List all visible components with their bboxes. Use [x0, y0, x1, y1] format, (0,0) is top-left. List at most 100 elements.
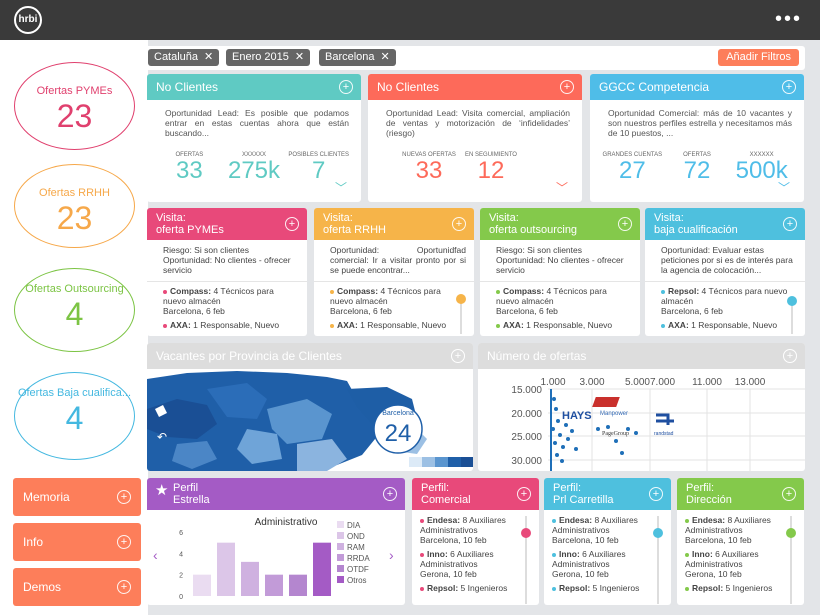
more-menu-icon[interactable]: ••• [774, 8, 802, 30]
chevron-right-icon[interactable]: › [389, 547, 394, 563]
close-icon[interactable]: ✕ [204, 51, 214, 63]
close-icon[interactable]: ✕ [294, 51, 305, 63]
y-tick-label: 30.000 [511, 456, 542, 467]
bullet-icon [552, 552, 556, 557]
bar-rrda[interactable] [265, 574, 283, 596]
scatter-plot[interactable]: 1.000 3.000 5.0007.000 11.000 13.000 15.… [478, 369, 805, 471]
plus-icon[interactable]: + [783, 349, 797, 363]
metric: OFERTAS 72 [665, 152, 730, 184]
bullet-icon [420, 586, 424, 591]
entry-text: 8 Auxiliares Administrativos [420, 515, 506, 535]
memoria-button[interactable]: Memoria + [13, 478, 141, 516]
bar-ram[interactable] [241, 561, 259, 596]
list-item[interactable]: AXA: 1 Responsable, Nuevo [661, 320, 789, 330]
bar-otdf[interactable] [289, 574, 307, 596]
plus-icon[interactable]: + [339, 80, 353, 94]
list-item[interactable]: Repsol: 5 Ingenieros [685, 583, 790, 593]
legend-label: RRDA [347, 554, 370, 563]
legend-label: OND [347, 532, 365, 541]
filter-chip[interactable]: Cataluña ✕ [148, 49, 220, 66]
bar-dia[interactable] [193, 574, 211, 596]
chevron-left-icon[interactable]: ‹ [153, 547, 158, 563]
chevron-down-icon[interactable]: ﹀ [334, 181, 347, 195]
bullet-icon [685, 518, 689, 523]
list-item[interactable]: AXA: 1 Responsable, Nuevo [163, 320, 291, 330]
company-name: Repsol: [427, 583, 459, 593]
legend-swatch [337, 543, 344, 550]
bar-otros[interactable] [313, 542, 331, 596]
list-item[interactable]: AXA: 1 Responsable, Nuevo [330, 320, 458, 330]
list-item[interactable]: Endesa: 8 Auxiliares Administrativos Barc… [420, 515, 525, 545]
bullet-icon [661, 289, 665, 294]
chevron-down-icon[interactable]: ﹀ [555, 181, 568, 195]
scroll-knob[interactable] [786, 528, 796, 538]
plus-icon[interactable]: + [782, 487, 796, 501]
plus-icon[interactable]: + [451, 349, 465, 363]
scrollbar[interactable] [791, 298, 793, 334]
visit-card-outsourcing: Visita: oferta outsourcing + Riesgo: Si so… [480, 208, 640, 336]
filter-chip[interactable]: Enero 2015 ✕ [226, 49, 311, 66]
profile-estrella-chart: ★ Perfil Estrella + ‹ › Administrativo 6… [147, 478, 405, 605]
plus-icon[interactable]: + [560, 80, 574, 94]
card-title-line2: Prl Carretilla [553, 494, 614, 506]
scrollbar[interactable] [657, 516, 659, 604]
risk-line: Oportunidad: Oportunidfad comercial: Ir … [330, 245, 466, 275]
stat-baja-cualificacion[interactable]: Ofertas Baja cualifica... 4 [14, 372, 135, 460]
entry-text: 1 Responsable, Nuevo [193, 320, 280, 330]
scrollbar[interactable] [525, 516, 527, 604]
scrollbar[interactable] [460, 298, 462, 334]
company-name: AXA: [337, 320, 358, 330]
list-item[interactable]: Endesa: 8 Auxiliares Administrativos Barc… [552, 515, 657, 545]
entries-list: Compass: 4 Técnicos para nuevo almacén Ba… [480, 282, 640, 330]
close-icon[interactable]: ✕ [380, 51, 390, 63]
list-item[interactable]: Repsol: 4 Técnicos para nuevo almacén Bar… [661, 286, 789, 316]
entry-location: Barcelona, 6 feb [661, 306, 723, 316]
list-item[interactable]: Inno: 6 Auxiliares Administrativos Gerona… [420, 549, 525, 579]
scrollbar[interactable] [790, 516, 792, 604]
plus-icon[interactable]: + [783, 217, 797, 231]
list-item[interactable]: Repsol: 5 Ingenieros [420, 583, 525, 593]
scroll-knob[interactable] [787, 296, 797, 306]
risk-line: Oportunidad: No clientes - ofrecer servi… [163, 255, 291, 275]
list-item[interactable]: AXA: 1 Responsable, Nuevo [496, 320, 624, 330]
stat-rrhh[interactable]: Ofertas RRHH 23 [14, 164, 135, 248]
spain-map[interactable]: ↶ Barcelona 24 [147, 369, 473, 471]
list-item[interactable]: Inno: 6 Auxiliares Administrativos Gerona… [552, 549, 657, 579]
metric-label: EN SEGUIMIENTO [465, 152, 517, 158]
scroll-knob[interactable] [456, 294, 466, 304]
metric: NUEVAS OFERTAS 33 [398, 152, 460, 184]
info-button[interactable]: Info + [13, 523, 141, 561]
list-item[interactable]: Endesa: 8 Auxiliares Administrativos Barc… [685, 515, 790, 545]
filter-chip[interactable]: Barcelona ✕ [319, 49, 396, 66]
list-item[interactable]: Compass: 4 Técnicos para nuevo almacén Ba… [496, 286, 624, 316]
risk-line: Riesgo: Si son clientes [496, 245, 582, 255]
bullet-icon [661, 323, 665, 328]
plus-icon[interactable]: + [782, 80, 796, 94]
plus-icon: + [117, 490, 131, 504]
plus-icon[interactable]: + [618, 217, 632, 231]
chevron-down-icon[interactable]: ﹀ [777, 181, 790, 195]
plus-icon[interactable]: + [452, 217, 466, 231]
sidebar: Ofertas PYMEs 23 Ofertas RRHH 23 Ofertas… [0, 40, 148, 615]
company-name: AXA: [503, 320, 524, 330]
demos-button[interactable]: Demos + [13, 568, 141, 606]
card-title-line1: Perfil [173, 482, 199, 494]
stat-outsourcing[interactable]: Ofertas Outsourcing 4 [14, 268, 135, 352]
list-item[interactable]: Inno: 6 Auxiliares Administrativos Gerona… [685, 549, 790, 579]
bar-ond[interactable] [217, 542, 235, 596]
plus-icon[interactable]: + [517, 487, 531, 501]
app-logo[interactable]: hrbi [14, 6, 42, 34]
entries-list: Compass: 4 Técnicos para nuevo almacén Ba… [314, 282, 474, 330]
plus-icon[interactable]: + [285, 217, 299, 231]
bar-chart[interactable]: ‹ › Administrativo 6 4 2 0 DIA OND RAM RRDA OTD… [147, 510, 405, 605]
list-item[interactable]: Repsol: 5 Ingenieros [552, 583, 657, 593]
plus-icon[interactable]: + [383, 487, 397, 501]
add-filters-button[interactable]: Añadir Filtros [718, 49, 799, 66]
list-item[interactable]: Compass: 4 Técnicos para nuevo almacén Ba… [330, 286, 458, 316]
stat-pymes[interactable]: Ofertas PYMEs 23 [14, 62, 135, 150]
scroll-knob[interactable] [521, 528, 531, 538]
y-tick-label: 4 [179, 551, 183, 558]
scroll-knob[interactable] [653, 528, 663, 538]
list-item[interactable]: Compass: 4 Técnicos para nuevo almacén Ba… [163, 286, 291, 316]
plus-icon[interactable]: + [649, 487, 663, 501]
